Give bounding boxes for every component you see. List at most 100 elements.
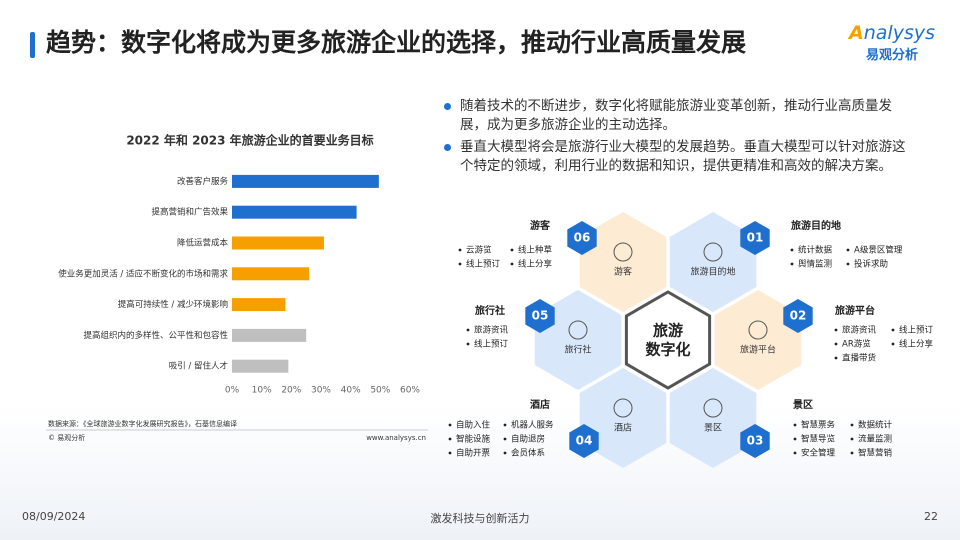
- item-dot: [503, 437, 507, 441]
- bar: [232, 236, 324, 250]
- slide-title: 趋势：数字化将成为更多旅游企业的选择，推动行业高质量发展: [46, 28, 747, 57]
- item-dot: [466, 342, 470, 346]
- y-tick-label: 吸引 / 留住人才: [169, 361, 228, 372]
- item-dot: [793, 437, 797, 441]
- node-item: 会员体系: [511, 448, 545, 459]
- x-tick-label: 40%: [341, 386, 361, 396]
- node-label: 游客: [614, 266, 632, 278]
- item-dot: [891, 328, 895, 332]
- badge-number: 06: [574, 231, 591, 245]
- x-tick-label: 0%: [225, 386, 240, 396]
- node-item: 直播带货: [842, 353, 877, 364]
- x-tick-label: 60%: [400, 386, 420, 396]
- hexagon: [669, 212, 757, 312]
- node-icon: [568, 320, 588, 340]
- item-dot: [834, 342, 838, 346]
- x-tick-label: 50%: [370, 386, 390, 396]
- item-dot: [510, 248, 514, 252]
- node-item: 线上种草: [518, 245, 553, 256]
- item-dot: [850, 437, 854, 441]
- node-icon: [703, 398, 723, 418]
- bullet: 随着技术的不断进步，数字化将赋能旅游业变革创新，推动行业高质量发展，成为更多旅游…: [442, 97, 917, 135]
- node-item: 智慧票务: [801, 420, 836, 431]
- item-dot: [793, 451, 797, 455]
- bar: [232, 298, 286, 312]
- bullet: 垂直大模型将会是旅游行业大模型的发展趋势。垂直大模型可以针对旅游这个特定的领域，…: [442, 138, 917, 176]
- chart-source: 数据来源：《全球旅游业数字化发展研究报告》，石基信息编译: [48, 419, 237, 428]
- node-item: 线上预订: [899, 325, 934, 336]
- node-item: 数据统计: [858, 420, 893, 431]
- node-item: 旅游资讯: [474, 325, 509, 336]
- item-dot: [466, 328, 470, 332]
- badge: [740, 424, 770, 458]
- bar: [232, 205, 357, 219]
- item-dot: [846, 262, 850, 266]
- item-dot: [510, 262, 514, 266]
- logo: nalysys 易观分析: [842, 22, 942, 63]
- logo-name: 易观分析: [865, 48, 918, 63]
- node-icon: [613, 398, 633, 418]
- node-label: 旅游目的地: [690, 266, 735, 278]
- y-tick-label: 使业务更加灵活 / 适应不断变化的市场和需求: [58, 268, 228, 279]
- node-item: 自助退房: [511, 434, 545, 445]
- y-tick-label: 改善客户服务: [177, 176, 229, 187]
- badge-number: 02: [790, 309, 807, 323]
- hexagon: [669, 368, 757, 468]
- footer-date: 08/09/2024: [22, 510, 86, 523]
- node-item: 自助入住: [456, 420, 491, 431]
- badge: [567, 221, 597, 255]
- node-item: 线上预订: [474, 339, 509, 350]
- node-item: 智慧营销: [858, 448, 893, 459]
- item-dot: [448, 423, 452, 427]
- badge-number: 03: [747, 434, 764, 448]
- center-label: 数字化: [645, 341, 690, 359]
- x-tick-label: 10%: [252, 386, 272, 396]
- center-label: 旅游: [653, 322, 683, 340]
- item-dot: [834, 356, 838, 360]
- node-item: 线上分享: [899, 339, 934, 350]
- badge: [740, 221, 770, 255]
- bar: [232, 267, 310, 281]
- node-item: AR游览: [842, 339, 871, 350]
- footer-tagline: 激发科技与创新活力: [430, 512, 530, 525]
- node-item: 旅游资讯: [842, 325, 877, 336]
- hexagon: [579, 368, 667, 468]
- node-item: 智慧导览: [801, 434, 835, 445]
- item-dot: [448, 451, 452, 455]
- node-item: 智能设施: [456, 434, 491, 445]
- node-item: 流量监测: [858, 434, 892, 445]
- y-tick-label: 提高组织内的多样性、公平性和包容性: [83, 330, 228, 341]
- badge-number: 04: [576, 434, 593, 448]
- item-dot: [891, 342, 895, 346]
- node-icon: [748, 320, 768, 340]
- badge: [569, 424, 599, 458]
- badge: [783, 299, 813, 333]
- node-title: 旅行社: [475, 304, 505, 317]
- y-tick-label: 提高营销和广告效果: [151, 207, 228, 218]
- item-dot: [448, 437, 452, 441]
- hexagon: [714, 290, 802, 390]
- node-item: 统计数据: [798, 245, 833, 256]
- node-label: 旅行社: [564, 344, 591, 356]
- bar: [232, 328, 307, 342]
- hexagon: [579, 212, 667, 312]
- node-label: 酒店: [614, 422, 632, 434]
- node-item: 自助开票: [456, 448, 491, 459]
- y-tick-label: 降低运营成本: [177, 238, 229, 249]
- item-dot: [850, 451, 854, 455]
- chart-title: 2022 年和 2023 年旅游企业的首要业务目标: [126, 133, 373, 148]
- x-tick-label: 30%: [311, 386, 331, 396]
- node-item: 云游览: [466, 245, 492, 256]
- hexagon: [534, 290, 622, 390]
- x-tick-label: 20%: [281, 386, 301, 396]
- badge-number: 01: [747, 231, 764, 245]
- item-dot: [503, 451, 507, 455]
- badge-number: 05: [532, 309, 549, 323]
- node-title: 旅游目的地: [791, 219, 841, 232]
- y-tick-label: 提高可持续性 / 减少环境影响: [118, 299, 228, 310]
- item-dot: [790, 262, 794, 266]
- node-item: 舆情监测: [798, 259, 832, 270]
- item-dot: [790, 248, 794, 252]
- node-item: 机器人服务: [511, 420, 554, 431]
- node-item: 线上预订: [466, 259, 501, 270]
